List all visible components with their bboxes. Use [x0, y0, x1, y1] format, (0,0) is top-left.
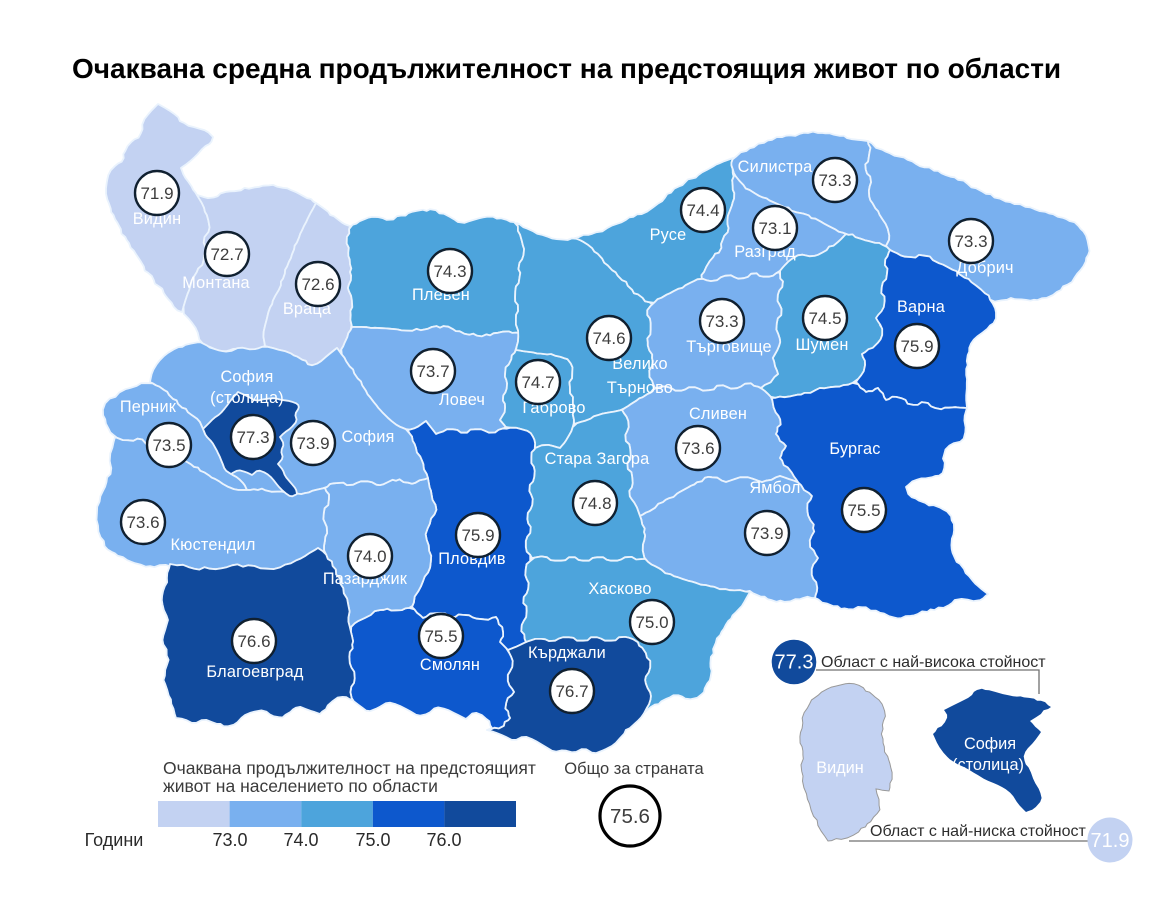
svg-text:Перник: Перник — [120, 398, 177, 416]
svg-text:74.0: 74.0 — [283, 830, 318, 850]
svg-text:Кюстендил: Кюстендил — [170, 536, 255, 554]
svg-text:Шумен: Шумен — [795, 336, 848, 354]
svg-text:Видин: Видин — [816, 759, 864, 777]
svg-text:Област с най-висока стойност: Област с най-висока стойност — [821, 654, 1046, 671]
svg-text:Монтана: Монтана — [182, 274, 250, 292]
svg-text:75.5: 75.5 — [847, 501, 880, 520]
svg-text:София: София — [964, 735, 1016, 753]
svg-text:73.7: 73.7 — [416, 362, 449, 381]
svg-text:74.4: 74.4 — [686, 201, 719, 220]
svg-text:74.3: 74.3 — [433, 262, 466, 281]
svg-text:77.3: 77.3 — [236, 428, 269, 447]
svg-text:75.5: 75.5 — [424, 627, 457, 646]
svg-text:Стара Загора: Стара Загора — [545, 450, 650, 468]
svg-text:(столица): (столица) — [210, 389, 284, 407]
svg-text:75.0: 75.0 — [355, 830, 390, 850]
svg-text:74.8: 74.8 — [578, 494, 611, 513]
svg-text:Кърджали: Кърджали — [528, 644, 606, 662]
svg-text:74.6: 74.6 — [592, 329, 625, 348]
svg-text:Велико: Велико — [612, 355, 668, 373]
svg-text:74.7: 74.7 — [521, 373, 554, 392]
svg-text:74.5: 74.5 — [808, 309, 841, 328]
svg-text:София: София — [220, 368, 273, 386]
svg-text:(столица): (столица) — [952, 756, 1024, 774]
svg-text:Видин: Видин — [133, 210, 182, 228]
svg-text:Търговище: Търговище — [686, 338, 772, 356]
svg-text:71.9: 71.9 — [140, 184, 173, 203]
svg-text:73.6: 73.6 — [681, 439, 714, 458]
svg-text:72.7: 72.7 — [210, 245, 243, 264]
svg-text:Варна: Варна — [897, 298, 946, 316]
svg-text:Очаквана продължителност на пр: Очаквана продължителност на предстоящият — [163, 758, 536, 778]
svg-text:75.0: 75.0 — [635, 613, 668, 632]
svg-text:73.3: 73.3 — [818, 171, 851, 190]
svg-text:Смолян: Смолян — [420, 656, 480, 674]
svg-text:75.9: 75.9 — [461, 526, 494, 545]
svg-text:Пазарджик: Пазарджик — [323, 570, 408, 588]
svg-text:Ловеч: Ловеч — [439, 391, 485, 409]
svg-text:74.0: 74.0 — [353, 547, 386, 566]
svg-text:Хасково: Хасково — [588, 580, 651, 598]
svg-text:Сливен: Сливен — [689, 405, 747, 423]
svg-text:76.7: 76.7 — [555, 682, 588, 701]
svg-text:72.6: 72.6 — [301, 275, 334, 294]
svg-text:Област с най-ниска стойност: Област с най-ниска стойност — [870, 823, 1087, 840]
svg-text:Русе: Русе — [650, 226, 687, 244]
svg-text:Благоевград: Благоевград — [206, 663, 303, 681]
svg-text:Ямбол: Ямбол — [749, 479, 800, 497]
svg-text:75.9: 75.9 — [900, 337, 933, 356]
svg-text:Общо за страната: Общо за страната — [564, 760, 704, 778]
svg-text:71.9: 71.9 — [1091, 830, 1130, 852]
svg-text:73.0: 73.0 — [212, 830, 247, 850]
svg-text:Силистра: Силистра — [738, 158, 813, 176]
svg-text:София: София — [341, 428, 394, 446]
svg-text:73.1: 73.1 — [758, 219, 791, 238]
svg-text:живот на населението по област: живот на населението по области — [163, 776, 438, 796]
svg-text:Години: Години — [85, 830, 144, 850]
svg-text:76.0: 76.0 — [426, 830, 461, 850]
svg-text:76.6: 76.6 — [237, 632, 270, 651]
svg-text:73.6: 73.6 — [126, 513, 159, 532]
svg-text:73.5: 73.5 — [152, 436, 185, 455]
svg-text:Очаквана средна продължителнос: Очаквана средна продължителност на предс… — [72, 53, 1061, 84]
svg-text:Бургас: Бургас — [829, 440, 880, 458]
svg-text:73.3: 73.3 — [954, 232, 987, 251]
svg-text:75.6: 75.6 — [610, 805, 650, 828]
svg-text:73.9: 73.9 — [750, 524, 783, 543]
svg-text:Търново: Търново — [607, 379, 673, 397]
svg-text:77.3: 77.3 — [775, 652, 814, 674]
svg-text:73.3: 73.3 — [705, 312, 738, 331]
svg-text:73.9: 73.9 — [296, 434, 329, 453]
